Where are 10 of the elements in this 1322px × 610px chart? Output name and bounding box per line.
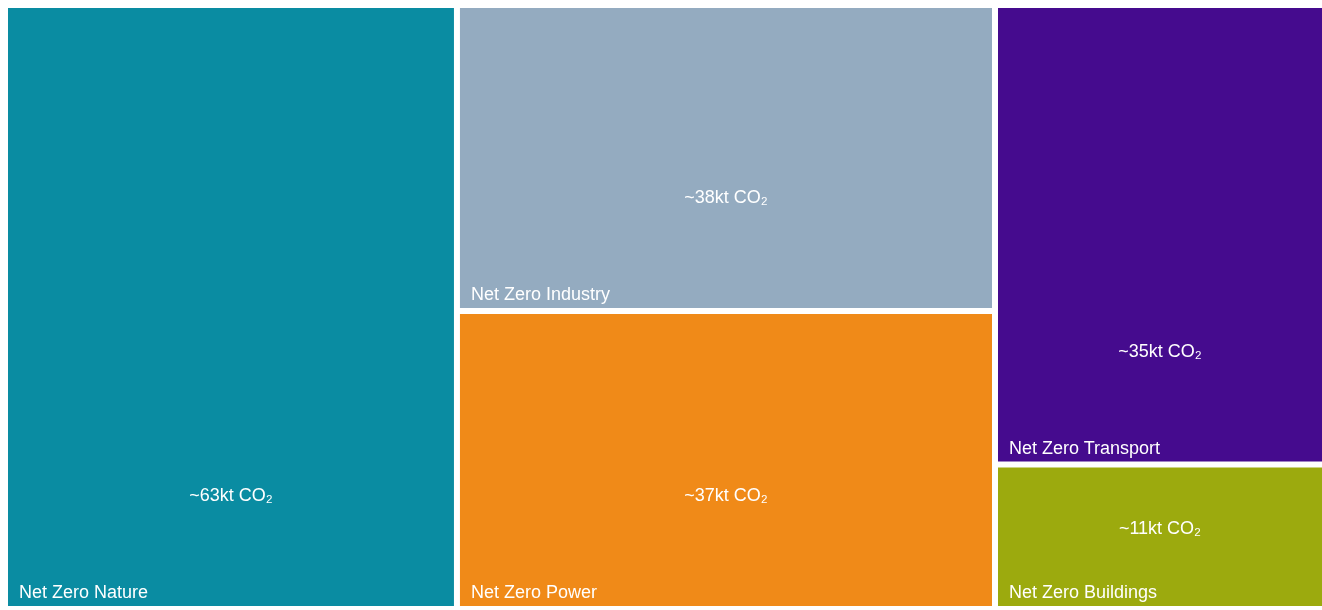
data-label: ~38kt CO₂ xyxy=(684,187,768,207)
category-label: Net Zero Industry xyxy=(470,284,611,305)
category-label: Net Zero Power xyxy=(470,582,598,602)
data-label: ~63kt CO₂ xyxy=(189,484,273,505)
category-label: Net Zero Transport xyxy=(1009,437,1161,458)
category-label: Net Zero Nature xyxy=(19,582,149,602)
data-label: ~35kt CO₂ xyxy=(1118,340,1202,361)
data-label: ~37kt CO₂ xyxy=(684,484,768,505)
data-label: ~11kt CO₂ xyxy=(1118,517,1202,538)
category-label: Net Zero Buildings xyxy=(1009,582,1158,602)
